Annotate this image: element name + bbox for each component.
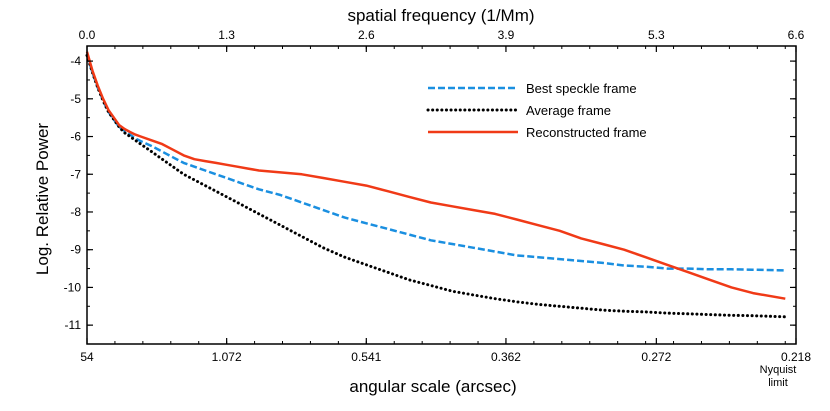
x-tick-label-bottom: 0.541 <box>351 350 381 364</box>
series-line-2 <box>85 53 787 319</box>
y-tick-label: -7 <box>70 167 81 181</box>
x-tick-label-bottom: 54 <box>80 350 94 364</box>
y-tick-label: -11 <box>65 318 82 332</box>
axes: 54 1.072 0.541 0.362 0.272 0.218 0.0 1.3 2.6 3.9 5… <box>64 28 812 364</box>
x-tick-label-top: 0.0 <box>79 28 96 42</box>
y-tick-label: -6 <box>70 130 81 144</box>
nyquist-note-line2: limit <box>768 377 788 389</box>
y-tick-label: -9 <box>70 243 81 257</box>
x-tick-label-top: 5.3 <box>648 28 665 42</box>
series-line-3 <box>85 51 786 300</box>
legend-label-3: Reconstructed frame <box>526 125 647 140</box>
x-tick-label-bottom: 0.272 <box>641 350 671 364</box>
x-tick-label-top: 1.3 <box>218 28 235 42</box>
x-tick-label-bottom: 0.218 <box>781 350 811 364</box>
x-tick-label-bottom: 1.072 <box>212 350 242 364</box>
series-line-1 <box>85 55 786 272</box>
x-tick-label-top: 2.6 <box>358 28 375 42</box>
y-tick-label: -5 <box>70 92 81 106</box>
x-tick-label-bottom: 0.362 <box>491 350 521 364</box>
x-tick-label-top: 6.6 <box>788 28 805 42</box>
y-tick-label: -4 <box>70 54 81 68</box>
y-axis-title: Log. Relative Power <box>33 123 52 275</box>
legend: Best speckle frame Average frame Reconstru… <box>426 81 647 140</box>
y-tick-label: -8 <box>70 205 81 219</box>
y-tick-label: -10 <box>64 280 82 294</box>
x-tick-label-top: 3.9 <box>498 28 515 42</box>
nyquist-note-line1: Nyquist <box>760 364 797 376</box>
top-axis-title: spatial frequency (1/Mm) <box>347 6 534 25</box>
bottom-axis-title: angular scale (arcsec) <box>349 377 516 396</box>
legend-label-2: Average frame <box>526 103 611 118</box>
plot-area <box>85 51 787 319</box>
plot-frame <box>86 45 797 345</box>
legend-label-1: Best speckle frame <box>526 81 637 96</box>
